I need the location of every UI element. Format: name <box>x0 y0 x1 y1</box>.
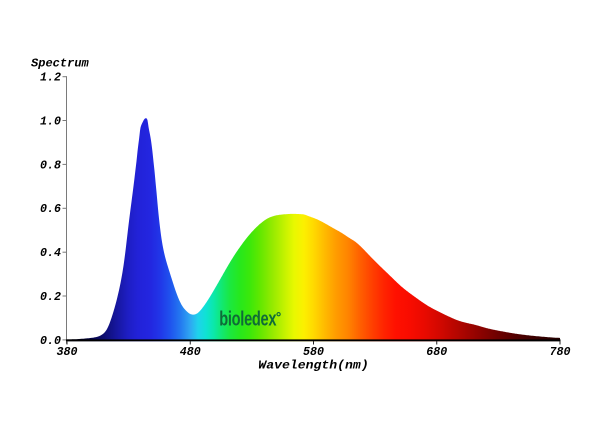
svg-text:0.8: 0.8 <box>40 158 61 172</box>
svg-text:1.0: 1.0 <box>40 114 61 128</box>
svg-text:0.0: 0.0 <box>40 334 61 348</box>
svg-text:Wavelength(nm): Wavelength(nm) <box>258 358 368 372</box>
svg-text:bioledex: bioledex <box>219 307 276 330</box>
svg-text:580: 580 <box>303 345 324 359</box>
svg-text:0.2: 0.2 <box>40 290 61 304</box>
svg-text:0.4: 0.4 <box>40 246 61 260</box>
svg-text:780: 780 <box>549 345 570 359</box>
svg-text:480: 480 <box>180 345 201 359</box>
svg-text:0.6: 0.6 <box>40 202 61 216</box>
svg-text:1.2: 1.2 <box>40 70 61 84</box>
svg-text:680: 680 <box>426 345 447 359</box>
svg-text:380: 380 <box>56 345 77 359</box>
svg-text:Spectrum: Spectrum <box>31 56 89 70</box>
